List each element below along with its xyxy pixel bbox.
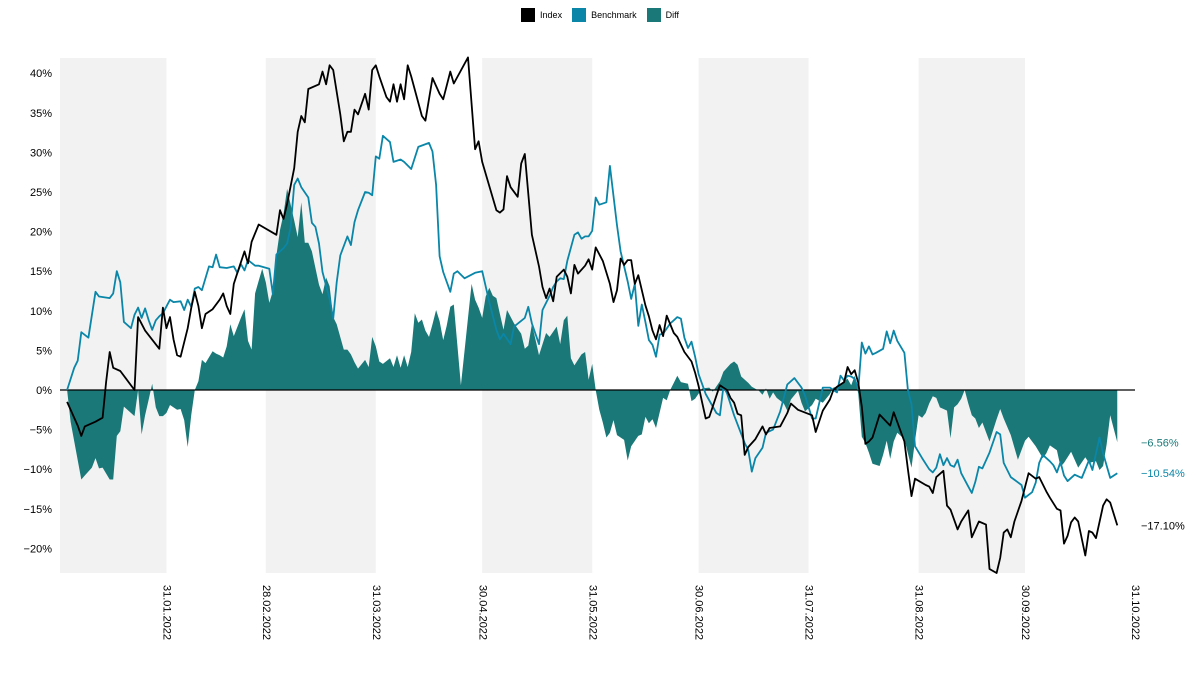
y-tick-label: −20% — [24, 543, 53, 555]
shaded-band-0 — [60, 58, 167, 573]
y-tick-label: −15% — [24, 504, 53, 516]
end-label-benchmark: −10.54% — [1141, 468, 1185, 480]
legend-swatch-diff — [646, 8, 661, 22]
end-labels: −6.56% −10.54% −17.10% — [1141, 437, 1185, 532]
y-tick-label: 40% — [30, 68, 52, 80]
y-tick-label: 20% — [30, 227, 52, 239]
x-tick-label: 31.07.2022 — [803, 585, 815, 640]
diff-area — [67, 188, 1118, 480]
x-tick-label: 31.01.2022 — [161, 585, 173, 640]
legend-item-diff[interactable]: Diff — [646, 8, 679, 22]
x-axis: 31.01.2022 28.02.2022 31.03.2022 30.04.2022… — [161, 585, 1142, 640]
y-tick-label: 15% — [30, 266, 52, 278]
x-tick-label: 30.04.2022 — [476, 585, 488, 640]
end-label-diff: −6.56% — [1141, 437, 1179, 449]
x-tick-label: 31.08.2022 — [913, 585, 925, 640]
end-label-index: −17.10% — [1141, 520, 1185, 532]
y-tick-label: 5% — [36, 345, 52, 357]
shaded-band-3 — [698, 58, 809, 573]
shaded-month-bands — [60, 58, 1026, 573]
y-tick-label: 0% — [36, 385, 52, 397]
y-tick-label: 10% — [30, 306, 52, 318]
diff-area-layer — [67, 188, 1118, 480]
y-tick-label: −5% — [30, 425, 53, 437]
legend-label-diff: Diff — [665, 10, 679, 20]
y-axis: 40% 35% 30% 25% 20% 15% 10% 5% 0% −5% −10% −15% −20% — [24, 68, 53, 555]
legend-item-index[interactable]: Index — [521, 8, 562, 22]
x-tick-label: 31.03.2022 — [370, 585, 382, 640]
legend-label-index: Index — [540, 10, 563, 20]
series-lines — [66, 56, 1119, 574]
x-tick-label: 31.10.2022 — [1129, 585, 1141, 640]
index-line — [66, 56, 1119, 574]
legend-swatch-index — [521, 8, 536, 22]
legend-swatch-benchmark — [572, 8, 587, 22]
y-tick-label: 30% — [30, 147, 52, 159]
x-tick-label: 30.06.2022 — [693, 585, 705, 640]
y-tick-label: −10% — [24, 464, 53, 476]
shaded-band-4 — [918, 58, 1026, 573]
x-tick-label: 28.02.2022 — [260, 585, 272, 640]
legend-item-benchmark[interactable]: Benchmark — [572, 8, 637, 22]
y-tick-label: 25% — [30, 187, 52, 199]
legend: Index Benchmark Diff — [0, 8, 1200, 22]
y-tick-label: 35% — [30, 108, 52, 120]
x-tick-label: 30.09.2022 — [1019, 585, 1031, 640]
x-tick-label: 31.05.2022 — [586, 585, 598, 640]
shaded-band-2 — [482, 58, 593, 573]
legend-label-benchmark: Benchmark — [591, 10, 637, 20]
